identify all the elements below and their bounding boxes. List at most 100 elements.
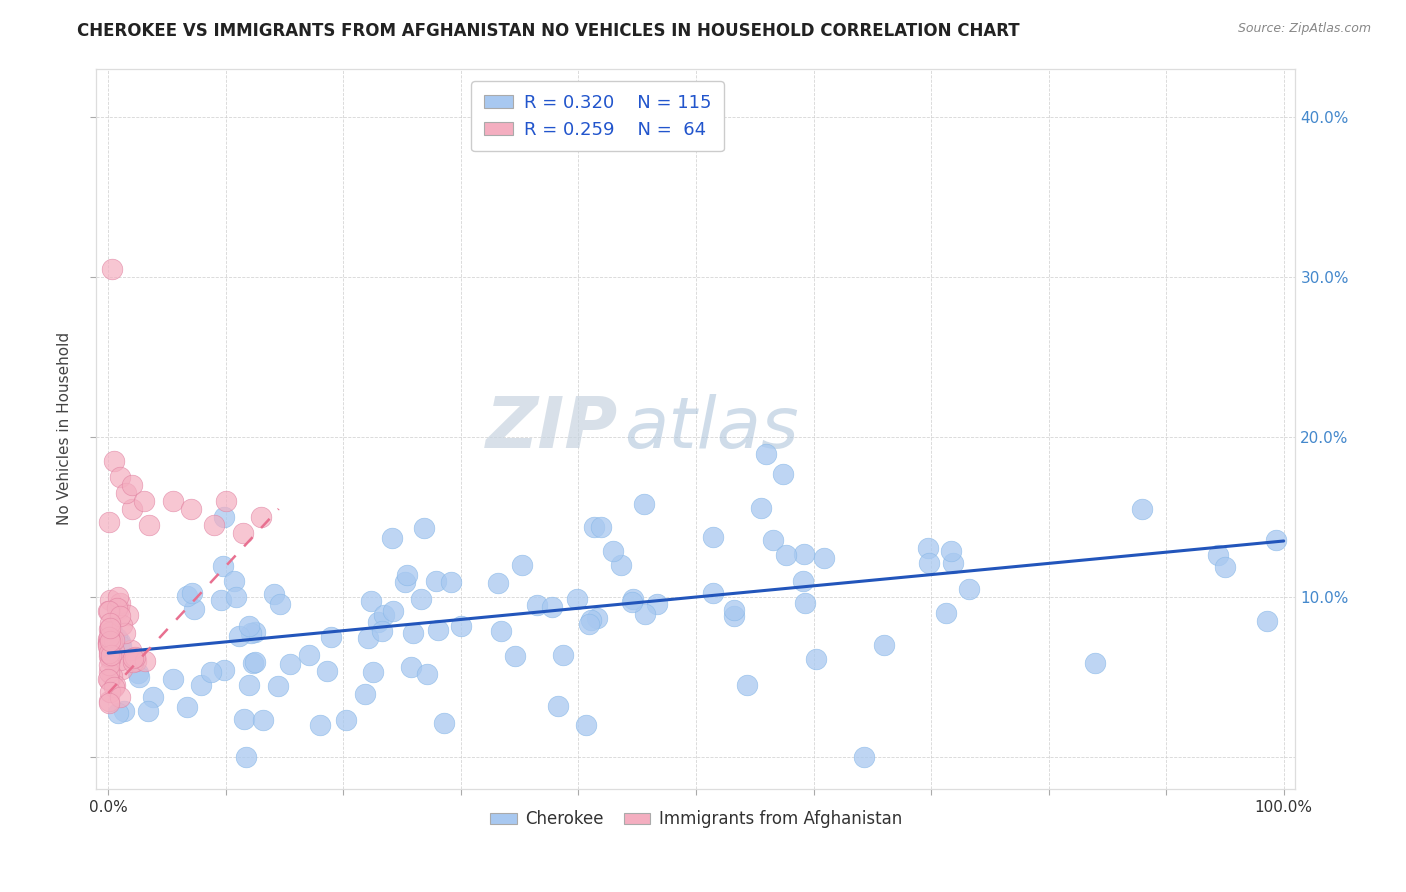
Point (100, 668, 122, 682)
Point (122, 651, 145, 665)
Point (749, 501, 772, 516)
Point (235, 750, 257, 764)
Point (110, 618, 132, 632)
Point (1264, 533, 1286, 547)
Point (98, 665, 121, 679)
Point (98, 673, 121, 687)
Point (252, 713, 274, 727)
Point (510, 558, 533, 573)
Point (97, 632, 120, 647)
Point (335, 713, 357, 727)
Point (586, 611, 609, 625)
Point (371, 624, 394, 639)
Point (942, 556, 965, 570)
Point (551, 648, 574, 663)
Point (250, 510, 273, 524)
Point (180, 502, 202, 516)
Point (190, 678, 212, 692)
Point (772, 467, 794, 481)
Point (183, 602, 205, 616)
Point (97, 646, 120, 660)
Point (396, 567, 419, 582)
Point (321, 631, 343, 645)
Point (361, 665, 384, 680)
Point (610, 558, 633, 572)
Point (1256, 614, 1278, 628)
Point (117, 607, 139, 622)
Point (645, 597, 668, 611)
Point (98, 624, 121, 639)
Point (127, 666, 149, 681)
Point (621, 591, 644, 606)
Point (702, 530, 724, 544)
Point (98, 693, 121, 707)
Point (873, 638, 896, 652)
Point (269, 598, 291, 612)
Point (581, 613, 603, 627)
Point (486, 576, 509, 591)
Point (526, 598, 548, 612)
Point (202, 518, 225, 533)
Point (917, 541, 939, 555)
Point (409, 591, 432, 606)
Point (633, 607, 655, 622)
Point (103, 633, 125, 648)
Point (124, 654, 146, 668)
Point (215, 494, 238, 508)
Y-axis label: No Vehicles in Household: No Vehicles in Household (58, 333, 72, 525)
Point (503, 649, 526, 664)
Point (98, 622, 121, 636)
Point (121, 478, 143, 492)
Point (793, 547, 815, 561)
Point (450, 618, 472, 632)
Point (212, 559, 235, 574)
Point (134, 654, 156, 668)
Point (633, 497, 655, 511)
Text: Source: ZipAtlas.com: Source: ZipAtlas.com (1237, 22, 1371, 36)
Point (98, 684, 121, 698)
Point (138, 518, 160, 533)
Point (702, 586, 724, 600)
Point (755, 447, 778, 461)
Point (98, 644, 121, 658)
Point (263, 587, 285, 601)
Point (222, 574, 245, 589)
Point (136, 705, 159, 719)
Point (1130, 502, 1153, 516)
Point (101, 624, 124, 638)
Point (804, 652, 827, 666)
Point (110, 640, 132, 654)
Point (243, 625, 266, 640)
Point (228, 629, 250, 643)
Point (413, 521, 436, 535)
Point (735, 678, 758, 692)
Point (103, 644, 125, 658)
Point (128, 670, 150, 684)
Point (233, 712, 256, 726)
Point (124, 650, 146, 665)
Point (121, 655, 143, 669)
Point (98, 616, 121, 631)
Point (238, 678, 260, 692)
Point (309, 717, 332, 731)
Point (433, 716, 456, 731)
Point (225, 590, 247, 604)
Point (108, 635, 131, 649)
Point (100, 261, 122, 276)
Point (98, 515, 121, 529)
Point (115, 486, 138, 500)
Point (957, 582, 980, 596)
Point (103, 454, 125, 468)
Point (489, 624, 512, 638)
Point (97, 604, 120, 618)
Point (381, 604, 404, 618)
Point (238, 619, 260, 633)
Point (394, 575, 416, 590)
Point (107, 706, 129, 720)
Point (381, 531, 404, 545)
Point (162, 494, 184, 508)
Point (360, 594, 382, 608)
Point (209, 593, 232, 607)
Point (267, 679, 290, 693)
Point (212, 663, 235, 677)
